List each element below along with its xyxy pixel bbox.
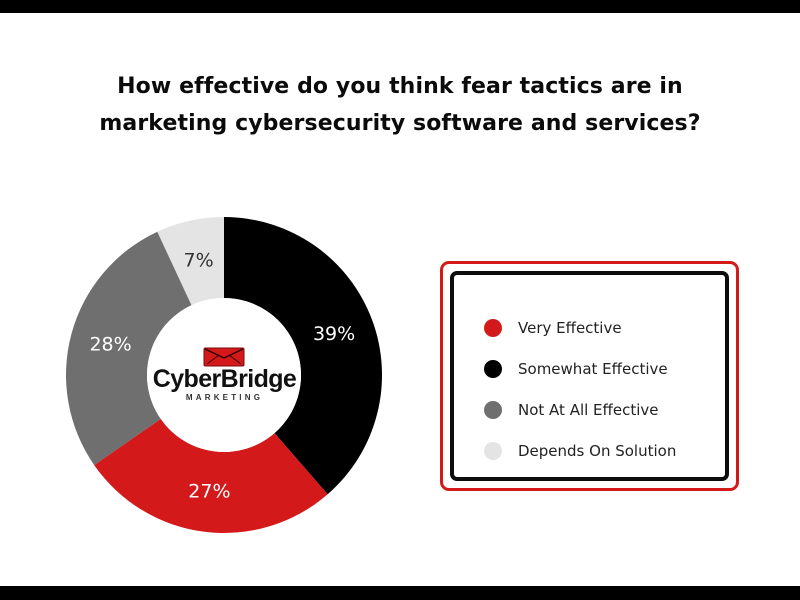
legend-inner-frame: Very Effective Somewhat Effective Not At… bbox=[450, 271, 729, 481]
legend-swatch bbox=[484, 359, 502, 378]
cyberbridge-logo: CyberBridge MARKETING bbox=[152, 343, 297, 403]
donut-hole bbox=[147, 298, 301, 452]
title-line-1: How effective do you think fear tactics … bbox=[117, 74, 683, 99]
chart-title: How effective do you think fear tactics … bbox=[40, 68, 760, 142]
title-line-2: marketing cybersecurity software and ser… bbox=[99, 111, 701, 136]
bottom-border-bar bbox=[0, 586, 800, 600]
logo-wordmark: CyberBridge bbox=[152, 365, 297, 393]
legend-item-somewhat-effective: Somewhat Effective bbox=[484, 348, 676, 389]
legend-label: Somewhat Effective bbox=[518, 359, 668, 378]
legend-box: Very Effective Somewhat Effective Not At… bbox=[440, 261, 739, 491]
slice-value-label: 27% bbox=[188, 481, 230, 503]
legend-item-very-effective: Very Effective bbox=[484, 307, 676, 348]
slice-value-label: 7% bbox=[184, 249, 214, 271]
legend-label: Very Effective bbox=[518, 318, 622, 337]
top-border-bar bbox=[0, 0, 800, 13]
legend-label: Not At All Effective bbox=[518, 400, 659, 419]
legend-item-not-at-all-effective: Not At All Effective bbox=[484, 389, 676, 430]
donut-slice-somewhat-effective bbox=[224, 217, 383, 495]
donut-slice-depends-on-solution bbox=[157, 217, 224, 306]
legend-swatch bbox=[484, 318, 502, 337]
legend-label: Depends On Solution bbox=[518, 441, 677, 460]
slice-value-label: 28% bbox=[89, 333, 131, 355]
legend-item-depends-on-solution: Depends On Solution bbox=[484, 430, 676, 471]
donut-slice-not-at-all-effective bbox=[65, 231, 192, 466]
slice-value-label: 39% bbox=[313, 323, 355, 345]
envelope-icon bbox=[203, 347, 245, 367]
donut-slice-very-effective bbox=[94, 418, 328, 533]
legend-list: Very Effective Somewhat Effective Not At… bbox=[484, 307, 676, 471]
legend-swatch bbox=[484, 441, 502, 460]
legend-swatch bbox=[484, 400, 502, 419]
logo-subtitle: MARKETING bbox=[185, 393, 264, 402]
